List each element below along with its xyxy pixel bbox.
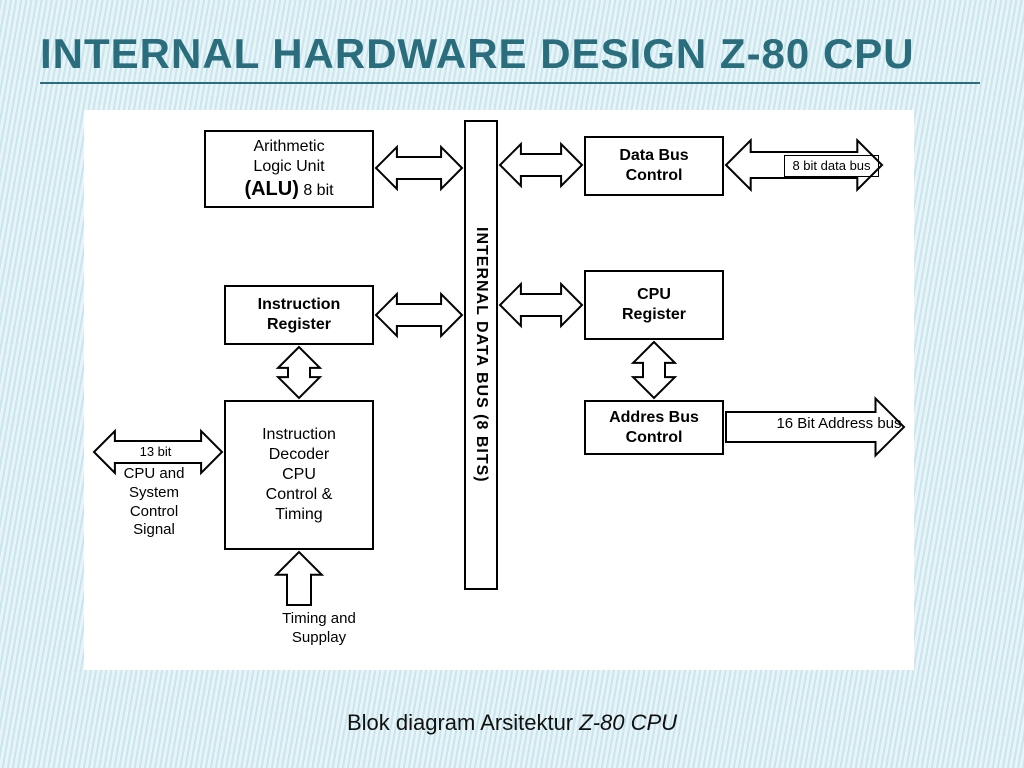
arrow-9	[276, 552, 322, 605]
internal-data-bus-label: INTERNAL DATA BUS (8 BITS)	[472, 227, 490, 483]
slide-title: INTERNAL HARDWARE DESIGN Z-80 CPU	[40, 30, 980, 84]
label-bits13: 13 bit	[128, 444, 183, 460]
arrow-6	[278, 347, 320, 398]
arrow-2	[500, 144, 582, 186]
node-cpu_reg: CPURegister	[584, 270, 724, 340]
diagram-canvas: INTERNAL DATA BUS (8 BITS) ArithmeticLog…	[84, 110, 914, 670]
caption-plain: Blok diagram Arsitektur	[347, 710, 579, 735]
node-abus_ctrl: Addres BusControl	[584, 400, 724, 455]
node-alu: ArithmeticLogic Unit(ALU) 8 bit	[204, 130, 374, 208]
label-ext_addr: 16 Bit Address bus	[774, 415, 904, 434]
label-ctrl_sig: CPU andSystemControlSignal	[104, 465, 204, 540]
label-timing: Timing andSupplay	[259, 610, 379, 648]
node-decoder: InstructionDecoderCPUControl &Timing	[224, 400, 374, 550]
arrow-3	[500, 284, 582, 326]
caption: Blok diagram Arsitektur Z-80 CPU	[0, 710, 1024, 736]
arrow-1	[376, 294, 462, 336]
arrow-7	[633, 342, 675, 398]
node-dbus_ctrl: Data BusControl	[584, 136, 724, 196]
caption-em: Z-80 CPU	[579, 710, 677, 735]
node-ireg: InstructionRegister	[224, 285, 374, 345]
arrow-0	[376, 147, 462, 189]
internal-data-bus: INTERNAL DATA BUS (8 BITS)	[464, 120, 498, 590]
label-ext_data: 8 bit data bus	[784, 155, 879, 177]
